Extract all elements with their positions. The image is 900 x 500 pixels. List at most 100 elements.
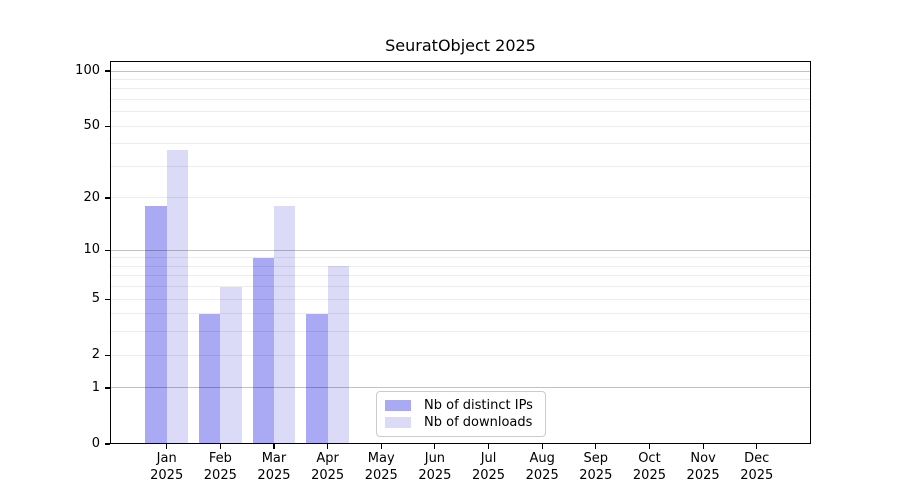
- legend-item-downloads: Nb of downloads: [385, 414, 537, 431]
- x-tick-month: Jun: [424, 451, 446, 466]
- bar-nb-of-distinct-ips-jan: [145, 206, 167, 444]
- gridline-minor: [110, 331, 811, 333]
- bar-nb-of-downloads-jan: [166, 150, 188, 444]
- x-tick: [541, 444, 543, 449]
- x-tick-label-jun: Jun 2025: [407, 450, 463, 484]
- gridline-minor: [110, 286, 811, 288]
- gridline-minor: [110, 354, 811, 356]
- gridline-minor: [110, 88, 811, 90]
- gridline-major: [110, 70, 811, 72]
- y-tick-label-100: 100: [75, 63, 100, 78]
- y-tick: [105, 125, 110, 127]
- y-tick: [105, 443, 110, 445]
- x-tick-year: 2025: [150, 468, 184, 483]
- gridline-minor: [110, 197, 811, 199]
- gridline-minor: [110, 313, 811, 315]
- x-tick: [219, 444, 221, 449]
- y-tick-label-5: 5: [91, 291, 100, 307]
- legend: Nb of distinct IPs Nb of downloads: [376, 391, 546, 437]
- x-tick: [487, 444, 490, 449]
- x-tick-month: Aug: [529, 451, 555, 466]
- y-tick: [105, 249, 110, 251]
- gridline-minor: [110, 265, 811, 267]
- x-tick: [380, 444, 382, 449]
- x-tick-year: 2025: [632, 468, 666, 483]
- y-tick-label-2: 2: [91, 347, 100, 363]
- x-tick-month: Apr: [316, 451, 339, 466]
- bar-nb-of-downloads-apr: [327, 266, 349, 444]
- gridline-minor: [110, 111, 811, 113]
- chart-title: SeuratObject 2025: [385, 36, 536, 55]
- y-tick: [105, 354, 110, 356]
- y-tick-label-0: 0: [91, 436, 100, 451]
- x-tick-label-apr: Apr 2025: [300, 450, 356, 484]
- x-tick-label-nov: Nov 2025: [675, 450, 731, 484]
- x-tick: [327, 444, 329, 449]
- bar-nb-of-downloads-mar: [273, 206, 296, 444]
- y-tick-label-1: 1: [91, 379, 100, 395]
- x-tick-year: 2025: [203, 468, 237, 483]
- x-tick-year: 2025: [686, 468, 720, 483]
- x-tick-label-aug: Aug 2025: [514, 450, 570, 484]
- legend-swatch-downloads: [385, 417, 411, 428]
- y-tick: [105, 70, 110, 72]
- x-tick: [166, 444, 168, 449]
- x-tick-label-mar: Mar 2025: [246, 450, 302, 484]
- y-tick: [105, 298, 110, 300]
- x-tick-year: 2025: [579, 468, 613, 483]
- bar-nb-of-distinct-ips-feb: [199, 313, 221, 444]
- bar-nb-of-distinct-ips-mar: [252, 257, 274, 444]
- x-tick: [756, 444, 758, 449]
- x-tick-month: May: [367, 451, 395, 466]
- x-tick-year: 2025: [471, 468, 506, 483]
- y-tick: [105, 197, 110, 199]
- x-tick: [648, 444, 651, 449]
- x-tick-year: 2025: [257, 468, 291, 483]
- x-tick-year: 2025: [311, 468, 345, 483]
- y-tick-label-10: 10: [83, 242, 100, 258]
- legend-label-distinct-ips: Nb of distinct IPs: [424, 398, 533, 413]
- x-tick-month: Jan: [156, 451, 177, 466]
- y-tick: [105, 387, 110, 389]
- x-tick-month: Oct: [638, 451, 661, 466]
- x-tick: [595, 444, 597, 449]
- x-tick-label-feb: Feb 2025: [192, 450, 248, 484]
- x-tick-month: Feb: [208, 451, 232, 466]
- x-tick-label-jan: Jan 2025: [139, 450, 195, 484]
- x-tick-month: Sep: [583, 451, 609, 466]
- x-tick-month: Jul: [480, 451, 497, 466]
- gridline-minor: [110, 98, 811, 100]
- x-tick-year: 2025: [525, 468, 559, 483]
- y-tick-label-20: 20: [83, 189, 100, 205]
- gridline-minor: [110, 165, 811, 167]
- gridline-minor: [110, 298, 811, 300]
- gridline-minor: [110, 143, 811, 145]
- legend-item-distinct-ips: Nb of distinct IPs: [385, 397, 537, 414]
- legend-swatch-distinct-ips: [385, 400, 411, 411]
- y-tick-label-50: 50: [83, 118, 100, 134]
- x-tick-year: 2025: [418, 468, 452, 483]
- x-tick-label-sep: Sep 2025: [568, 450, 624, 484]
- x-tick-year: 2025: [364, 468, 398, 483]
- x-tick-month: Dec: [744, 451, 770, 466]
- gridline-minor: [110, 125, 811, 127]
- gridline-minor: [110, 257, 811, 259]
- x-tick: [702, 444, 704, 449]
- legend-label-downloads: Nb of downloads: [424, 415, 533, 430]
- x-tick: [434, 444, 436, 449]
- gridline-minor: [110, 78, 811, 80]
- x-tick-label-may: May 2025: [353, 450, 409, 484]
- x-tick-month: Nov: [690, 451, 716, 466]
- bar-nb-of-distinct-ips-apr: [306, 313, 328, 444]
- x-tick-label-jul: Jul 2025: [461, 450, 517, 484]
- x-tick-month: Mar: [261, 451, 287, 466]
- x-tick-label-dec: Dec 2025: [729, 450, 785, 484]
- gridline-major: [110, 249, 811, 251]
- x-tick-year: 2025: [740, 468, 774, 483]
- bar-nb-of-downloads-feb: [220, 286, 242, 444]
- x-tick: [273, 444, 275, 449]
- x-tick-label-oct: Oct 2025: [621, 450, 677, 484]
- gridline-minor: [110, 275, 811, 277]
